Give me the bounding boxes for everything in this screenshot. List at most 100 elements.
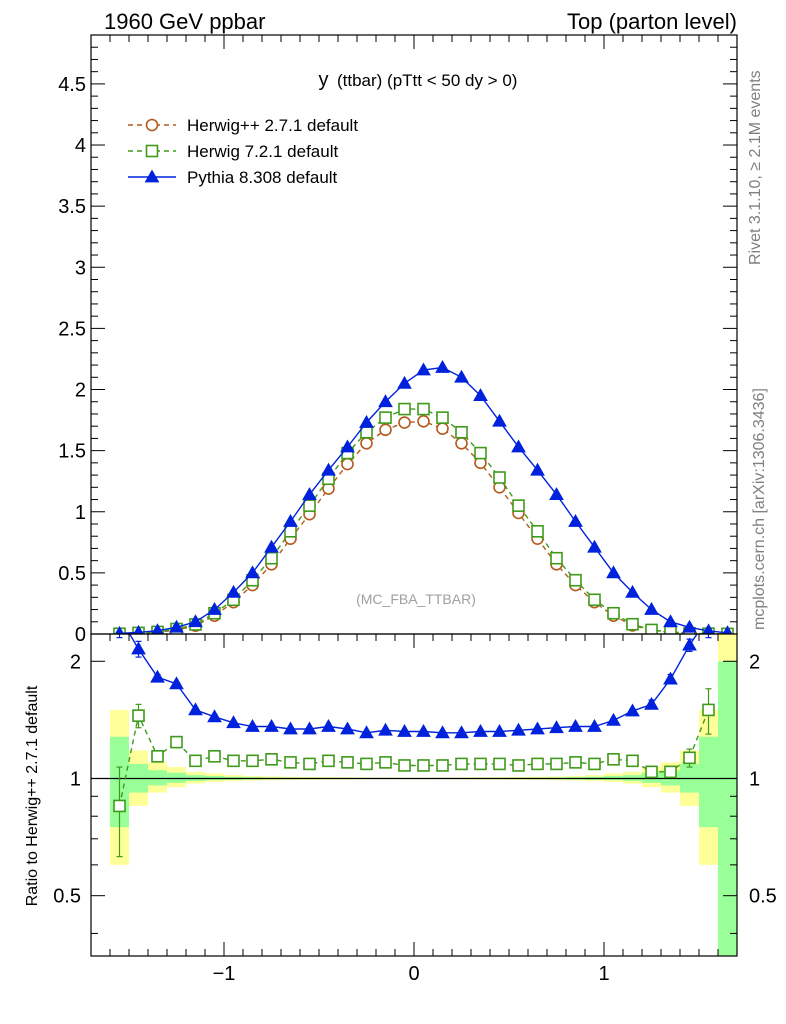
ratio-data-point bbox=[587, 718, 602, 732]
ratio-series-layer bbox=[113, 610, 715, 858]
ratio-data-point bbox=[188, 702, 203, 716]
ratio-data-point bbox=[226, 715, 241, 729]
legend-item-1: Herwig++ 2.7.1 default bbox=[128, 116, 358, 135]
legend-marker bbox=[145, 144, 159, 158]
ratio-y-tick-label-left: 1 bbox=[70, 768, 81, 790]
main-data-point bbox=[360, 436, 373, 450]
ratio-data-point bbox=[645, 765, 658, 779]
ratio-data-point bbox=[683, 751, 696, 765]
main-data-point bbox=[493, 471, 506, 484]
main-title-rest: (ttbar) (pTtt < 50 dy > 0) bbox=[337, 71, 517, 90]
ratio-series-2 bbox=[113, 610, 712, 739]
ratio-data-point bbox=[321, 718, 336, 732]
ratio-y-tick-label-left: 0.5 bbox=[53, 886, 81, 908]
main-data-point bbox=[416, 362, 431, 376]
ratio-x-tick-label: −1 bbox=[213, 963, 236, 985]
main-data-point bbox=[341, 457, 354, 471]
main-data-point bbox=[682, 619, 697, 633]
main-data-point bbox=[454, 369, 469, 383]
main-data-point bbox=[455, 436, 468, 450]
main-data-point bbox=[245, 565, 260, 579]
main-data-point bbox=[264, 539, 279, 553]
main-data-point bbox=[265, 551, 278, 565]
ratio-data-point bbox=[113, 799, 126, 813]
ratio-data-point bbox=[132, 709, 145, 722]
ratio-data-point bbox=[417, 759, 430, 772]
ratio-data-point bbox=[455, 757, 468, 771]
main-data-point bbox=[549, 487, 564, 501]
ratio-data-point bbox=[416, 724, 431, 737]
ratio-data-point bbox=[626, 754, 639, 768]
ratio-data-point bbox=[512, 759, 525, 772]
ratio-data-point bbox=[322, 754, 335, 768]
legend-label: Herwig++ 2.7.1 default bbox=[187, 116, 358, 135]
ratio-data-point bbox=[530, 721, 545, 735]
main-data-point bbox=[378, 394, 393, 408]
main-data-point bbox=[133, 624, 144, 634]
ratio-data-point bbox=[169, 676, 184, 690]
ratio-data-point bbox=[664, 765, 677, 779]
main-y-tick-label: 2 bbox=[75, 380, 86, 402]
main-title: y (ttbar) (pTtt < 50 dy > 0) bbox=[319, 69, 518, 91]
main-data-point bbox=[587, 539, 602, 553]
watermark: (MC_FBA_TTBAR) bbox=[356, 591, 476, 607]
ratio-data-point bbox=[284, 756, 297, 769]
ratio-data-point bbox=[474, 757, 487, 771]
ratio-data-point bbox=[340, 721, 355, 735]
ratio-data-point bbox=[302, 721, 317, 735]
ratio-y-tick-label-right: 0.5 bbox=[749, 886, 777, 908]
ratio-data-point bbox=[606, 712, 621, 726]
main-data-point bbox=[340, 439, 355, 453]
ratio-data-point bbox=[511, 722, 526, 736]
main-data-point bbox=[474, 446, 487, 460]
mcplots-label: mcplots.cern.ch [arXiv:1306.3436] bbox=[751, 388, 768, 630]
main-data-point bbox=[644, 602, 659, 615]
ratio-data-point bbox=[531, 757, 544, 771]
main-y-tick-label: 1 bbox=[75, 502, 86, 524]
legend-label: Herwig 7.2.1 default bbox=[187, 142, 338, 161]
main-data-point bbox=[303, 499, 316, 512]
main-y-tick-label: 3.5 bbox=[58, 196, 86, 218]
ratio-data-point bbox=[492, 724, 507, 737]
ratio-data-point bbox=[398, 759, 411, 772]
main-y-tick-label: 3 bbox=[75, 257, 86, 279]
main-data-point bbox=[625, 584, 640, 598]
ratio-data-point bbox=[473, 724, 488, 737]
header-left: 1960 GeV ppbar bbox=[104, 9, 265, 34]
legend-item-2: Herwig 7.2.1 default bbox=[128, 142, 338, 161]
main-data-point bbox=[530, 462, 545, 476]
legend: Herwig++ 2.7.1 default Herwig 7.2.1 defau… bbox=[128, 116, 358, 187]
main-data-point bbox=[531, 525, 544, 538]
main-data-point bbox=[398, 416, 411, 429]
ratio-data-point bbox=[283, 721, 298, 735]
main-data-point bbox=[606, 565, 621, 579]
ratio-band-green bbox=[148, 770, 167, 786]
main-data-point bbox=[550, 551, 563, 565]
ratio-data-point bbox=[131, 641, 146, 655]
ratio-data-point bbox=[151, 750, 164, 763]
legend-label: Pythia 8.308 default bbox=[187, 168, 338, 187]
ratio-data-point bbox=[682, 637, 697, 651]
ratio-data-point bbox=[435, 725, 450, 739]
ratio-data-point bbox=[113, 610, 126, 621]
ratio-ylabel: Ratio to Herwig++ 2.7.1 default bbox=[24, 685, 41, 906]
ratio-data-point bbox=[360, 757, 373, 771]
header-right: Top (parton level) bbox=[567, 9, 737, 34]
main-data-point bbox=[207, 602, 222, 615]
ratio-data-point bbox=[549, 720, 564, 734]
ratio-data-point bbox=[341, 756, 354, 769]
legend-marker bbox=[144, 169, 160, 183]
ratio-band-green bbox=[718, 661, 737, 956]
main-y-tick-label: 4 bbox=[75, 135, 86, 157]
main-data-point bbox=[417, 414, 430, 428]
main-data-point bbox=[283, 514, 298, 527]
ratio-x-tick-label: 1 bbox=[598, 963, 609, 985]
main-data-point bbox=[188, 614, 203, 628]
ratio-data-point bbox=[208, 750, 221, 763]
main-y-tick-label: 0 bbox=[75, 624, 86, 646]
main-data-point bbox=[436, 422, 449, 435]
main-data-point bbox=[417, 402, 430, 416]
main-data-point bbox=[435, 359, 450, 373]
ratio-data-point bbox=[189, 754, 202, 768]
